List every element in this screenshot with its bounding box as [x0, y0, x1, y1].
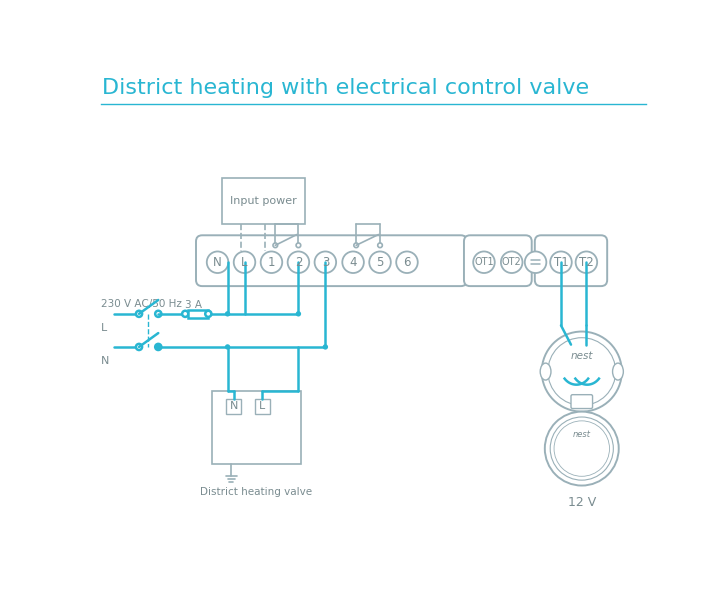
Text: 3 A: 3 A	[185, 299, 202, 309]
Circle shape	[136, 344, 142, 350]
Bar	[226, 399, 242, 414]
Text: OT2: OT2	[502, 257, 521, 267]
Text: 230 V AC/50 Hz: 230 V AC/50 Hz	[100, 299, 181, 309]
Circle shape	[136, 311, 142, 317]
Text: N: N	[213, 256, 222, 268]
Circle shape	[296, 311, 301, 317]
Text: T1: T1	[553, 256, 569, 268]
Text: L: L	[100, 323, 107, 333]
Circle shape	[155, 311, 162, 317]
Circle shape	[545, 412, 619, 485]
Text: 5: 5	[376, 256, 384, 268]
Text: 3: 3	[322, 256, 329, 268]
Circle shape	[182, 311, 189, 317]
Text: L: L	[259, 401, 265, 411]
Text: District heating with electrical control valve: District heating with electrical control…	[102, 78, 589, 98]
Circle shape	[501, 251, 523, 273]
FancyBboxPatch shape	[535, 235, 607, 286]
Text: Input power: Input power	[230, 195, 297, 206]
Text: N: N	[229, 401, 238, 411]
Circle shape	[378, 243, 382, 248]
Ellipse shape	[612, 363, 623, 380]
FancyBboxPatch shape	[196, 235, 467, 286]
Circle shape	[576, 251, 597, 273]
Circle shape	[273, 243, 277, 248]
Text: OT1: OT1	[474, 257, 494, 267]
Text: 6: 6	[403, 256, 411, 268]
Text: T2: T2	[579, 256, 594, 268]
Bar	[222, 178, 305, 224]
Text: 12 V: 12 V	[568, 497, 596, 509]
Circle shape	[342, 251, 364, 273]
FancyBboxPatch shape	[571, 394, 593, 409]
Circle shape	[525, 251, 546, 273]
Circle shape	[288, 251, 309, 273]
Text: District heating valve: District heating valve	[200, 487, 312, 497]
Ellipse shape	[540, 363, 551, 380]
Circle shape	[261, 251, 282, 273]
Text: nest: nest	[571, 351, 593, 361]
Circle shape	[323, 345, 328, 350]
Circle shape	[225, 345, 230, 350]
Text: 4: 4	[349, 256, 357, 268]
Bar	[212, 391, 301, 464]
Text: N: N	[100, 356, 109, 366]
Circle shape	[234, 251, 256, 273]
FancyBboxPatch shape	[464, 235, 531, 286]
Circle shape	[225, 311, 230, 317]
Circle shape	[369, 251, 391, 273]
Text: nest: nest	[573, 430, 590, 439]
Text: L: L	[241, 256, 248, 268]
Text: 2: 2	[295, 256, 302, 268]
Circle shape	[156, 345, 161, 350]
Circle shape	[354, 243, 358, 248]
Circle shape	[155, 344, 162, 350]
Bar	[255, 399, 270, 414]
Circle shape	[207, 251, 229, 273]
Circle shape	[314, 251, 336, 273]
Circle shape	[473, 251, 495, 273]
Text: 1: 1	[268, 256, 275, 268]
Circle shape	[542, 331, 622, 412]
Circle shape	[296, 243, 301, 248]
Circle shape	[396, 251, 418, 273]
Circle shape	[550, 251, 571, 273]
Circle shape	[205, 311, 211, 317]
Bar	[189, 310, 208, 318]
